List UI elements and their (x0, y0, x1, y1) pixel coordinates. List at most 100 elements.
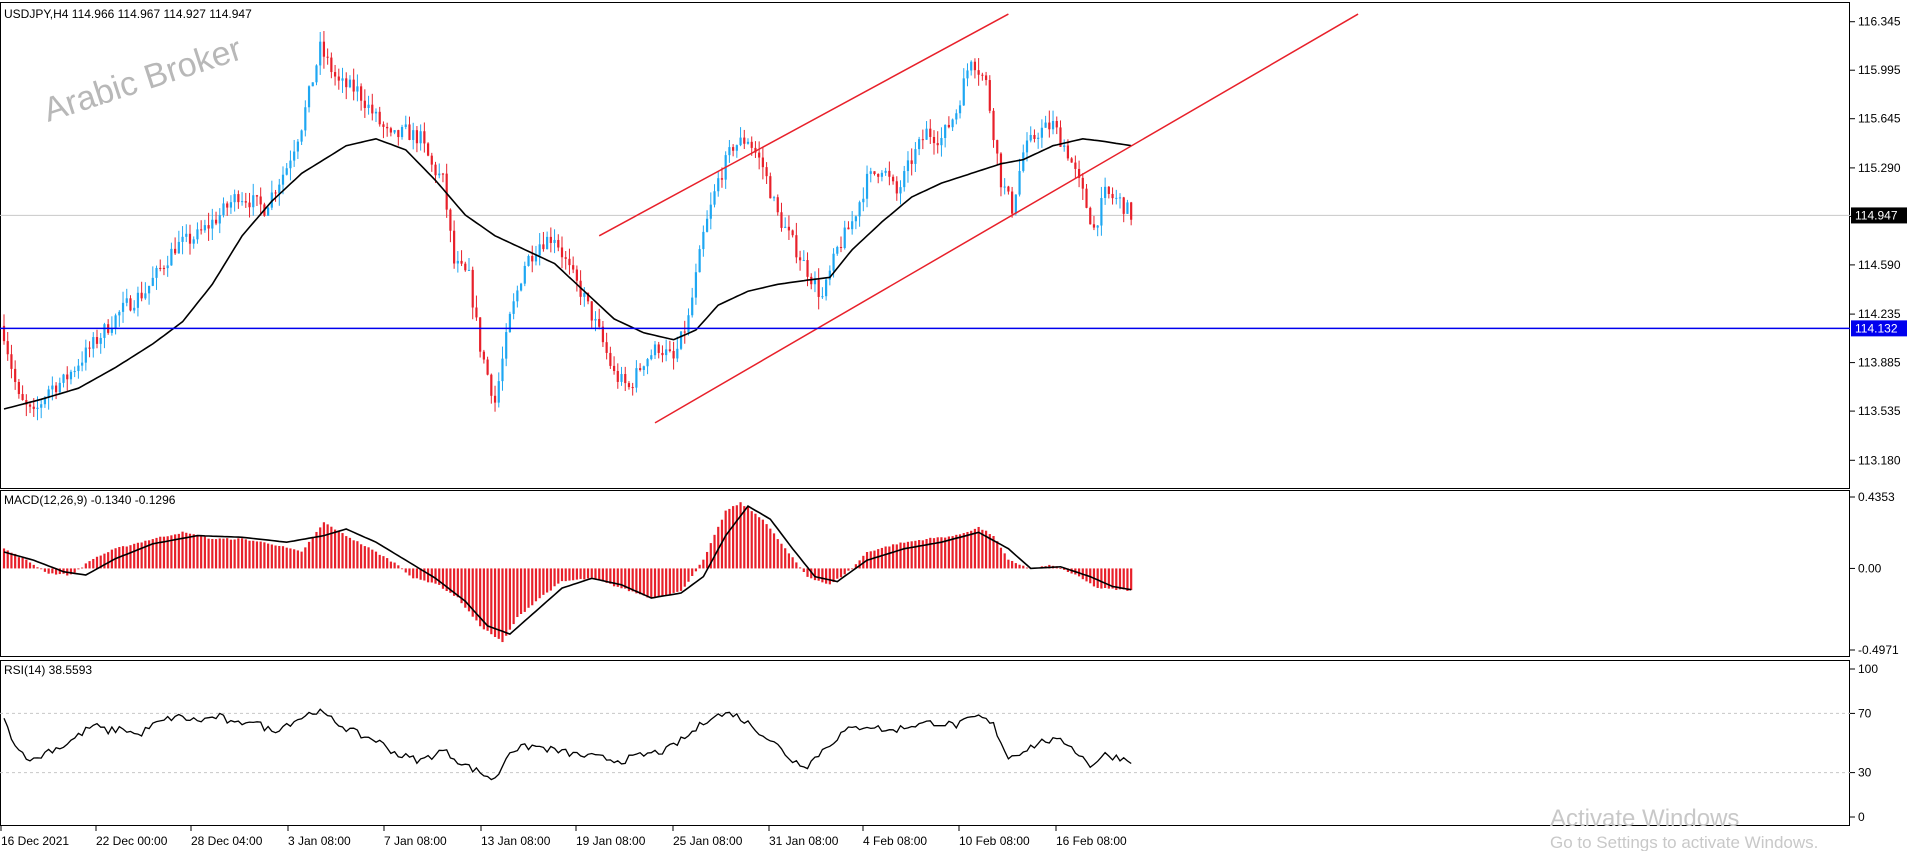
macd-bar (557, 568, 560, 584)
bear-candle (798, 250, 802, 271)
bear-candle (999, 152, 1003, 197)
macd-bar (281, 546, 285, 569)
macd-bar (672, 568, 675, 593)
bull-candle (456, 251, 459, 273)
bear-candle (6, 332, 9, 361)
macd-bar (229, 539, 233, 569)
bull-candle (523, 261, 526, 287)
channel-lines[interactable] (598, 13, 1359, 424)
time-axis: 16 Dec 2021 22 Dec 00:00 28 Dec 04:00 3 Jan… (0, 826, 1127, 848)
time-tick-label: 3 Jan 08:00 (288, 834, 351, 848)
bear-candle (360, 83, 363, 111)
macd-bar (821, 568, 824, 583)
time-tick-label: 22 Dec 00:00 (96, 834, 168, 848)
bear-candle (54, 382, 58, 400)
macd-bar (456, 568, 459, 598)
bear-candle (590, 301, 593, 328)
bull-candle (1063, 139, 1066, 152)
macd-bar (211, 538, 214, 569)
macd-tick-label: 0.00 (1858, 561, 1882, 575)
bear-candle (188, 224, 192, 255)
bear-candle (639, 363, 642, 372)
bull-candle (1025, 132, 1029, 162)
time-tick-label: 10 Feb 08:00 (959, 834, 1030, 848)
bear-candle (490, 373, 493, 404)
macd-bar (925, 538, 928, 569)
bear-candle (486, 356, 489, 376)
macd-bar (14, 553, 17, 569)
macd-bar (880, 547, 884, 569)
bear-candle (624, 366, 627, 392)
bear-candle (877, 173, 880, 184)
macd-bar (386, 558, 389, 569)
bull-candle (170, 242, 173, 266)
price-tick-label: 113.180 (1858, 453, 1901, 467)
macd-bar (1130, 568, 1133, 591)
macd-bar (337, 530, 340, 569)
panel-frames (0, 2, 1850, 826)
macd-bar (657, 568, 660, 597)
macd-bar (166, 536, 169, 569)
channel-upper-line[interactable] (598, 13, 1009, 237)
bear-candle (780, 202, 783, 232)
macd-bar (181, 531, 184, 569)
macd-bar (806, 568, 809, 577)
bull-candle (713, 184, 716, 208)
bear-candle (1055, 116, 1058, 135)
bull-candle (181, 226, 184, 255)
bull-candle (698, 245, 701, 273)
macd-bar (400, 568, 404, 570)
macd-bar (1007, 559, 1010, 569)
macd-bar (43, 568, 47, 572)
bear-candle (25, 394, 28, 417)
bull-candle (843, 220, 846, 250)
macd-bar (575, 568, 578, 580)
channel-lower-line[interactable] (654, 13, 1359, 424)
bear-candle (1070, 157, 1073, 163)
macd-bar (196, 536, 199, 569)
macd-bar (289, 548, 292, 569)
macd-bar (851, 568, 854, 570)
bear-candle (475, 295, 478, 321)
bull-candle (906, 151, 910, 183)
macd-bar (996, 541, 999, 569)
bull-candle (772, 195, 776, 202)
macd-bar (981, 529, 984, 569)
bull-candle (40, 400, 43, 419)
bull-candle (519, 282, 523, 292)
bear-candle (1111, 187, 1114, 205)
macd-tick-label: -0.4971 (1858, 643, 1899, 657)
bear-candle (572, 256, 575, 274)
macd-bar (133, 543, 136, 569)
bear-candle (471, 266, 474, 320)
bear-candle (1089, 206, 1092, 225)
macd-bar (791, 557, 794, 569)
bear-candle (95, 329, 99, 349)
macd-bar (836, 568, 839, 579)
bear-candle (1130, 201, 1133, 226)
bull-candle (1051, 110, 1055, 135)
macd-bar (687, 568, 690, 582)
bull-candle (1029, 126, 1032, 143)
macd-bar (374, 551, 378, 569)
bear-candle (352, 68, 355, 101)
macd-bar (144, 540, 147, 569)
macd-bar (203, 536, 206, 569)
macd-bar (1122, 568, 1125, 590)
macd-bar (761, 519, 764, 569)
macd-bar (955, 534, 958, 569)
bull-candle (110, 316, 113, 336)
macd-bar (579, 568, 582, 579)
bear-candle (609, 346, 612, 369)
macd-bar (252, 540, 255, 569)
macd-bar (54, 568, 58, 575)
macd-bar (713, 534, 716, 569)
macd-bar (758, 517, 761, 569)
bear-candle (817, 268, 820, 310)
bear-candle (389, 126, 392, 137)
bear-candle (992, 108, 995, 148)
bear-candle (1122, 196, 1125, 223)
time-tick-label: 4 Feb 08:00 (863, 834, 927, 848)
macd-bar (1014, 563, 1017, 569)
